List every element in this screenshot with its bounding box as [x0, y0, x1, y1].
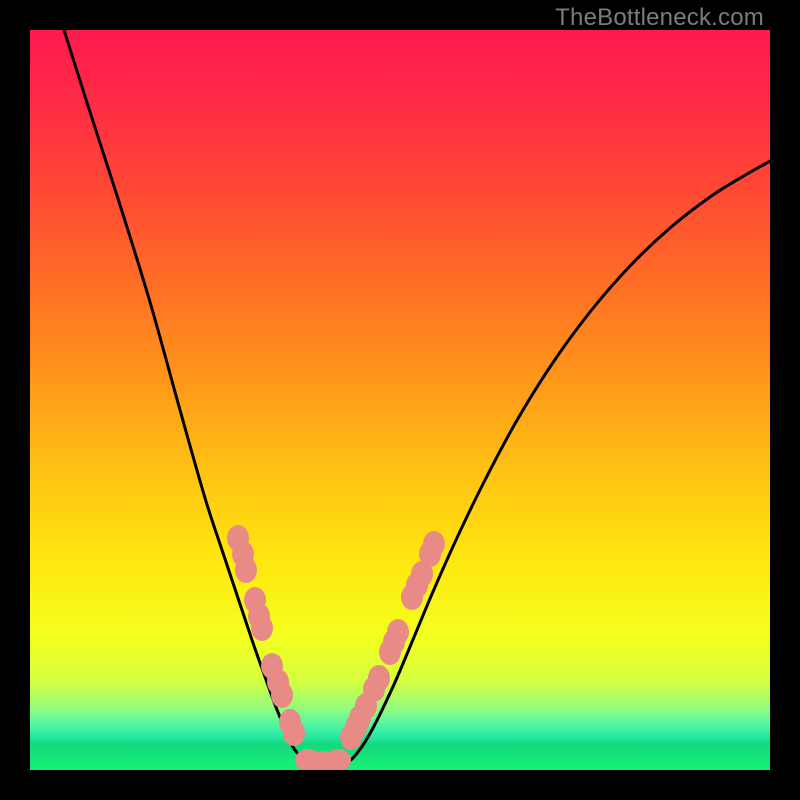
marker-dot — [235, 557, 257, 583]
watermark-text: TheBottleneck.com — [555, 4, 764, 32]
plot-area — [30, 30, 770, 770]
marker-dot — [423, 531, 445, 557]
marker-dot — [251, 615, 273, 641]
chart-frame: TheBottleneck.com — [0, 0, 800, 800]
marker-dot — [368, 665, 390, 691]
marker-dot — [387, 619, 409, 645]
marker-dot — [283, 720, 305, 746]
marker-dot — [271, 682, 293, 708]
plot-background — [30, 30, 770, 770]
marker-dot — [325, 749, 351, 770]
